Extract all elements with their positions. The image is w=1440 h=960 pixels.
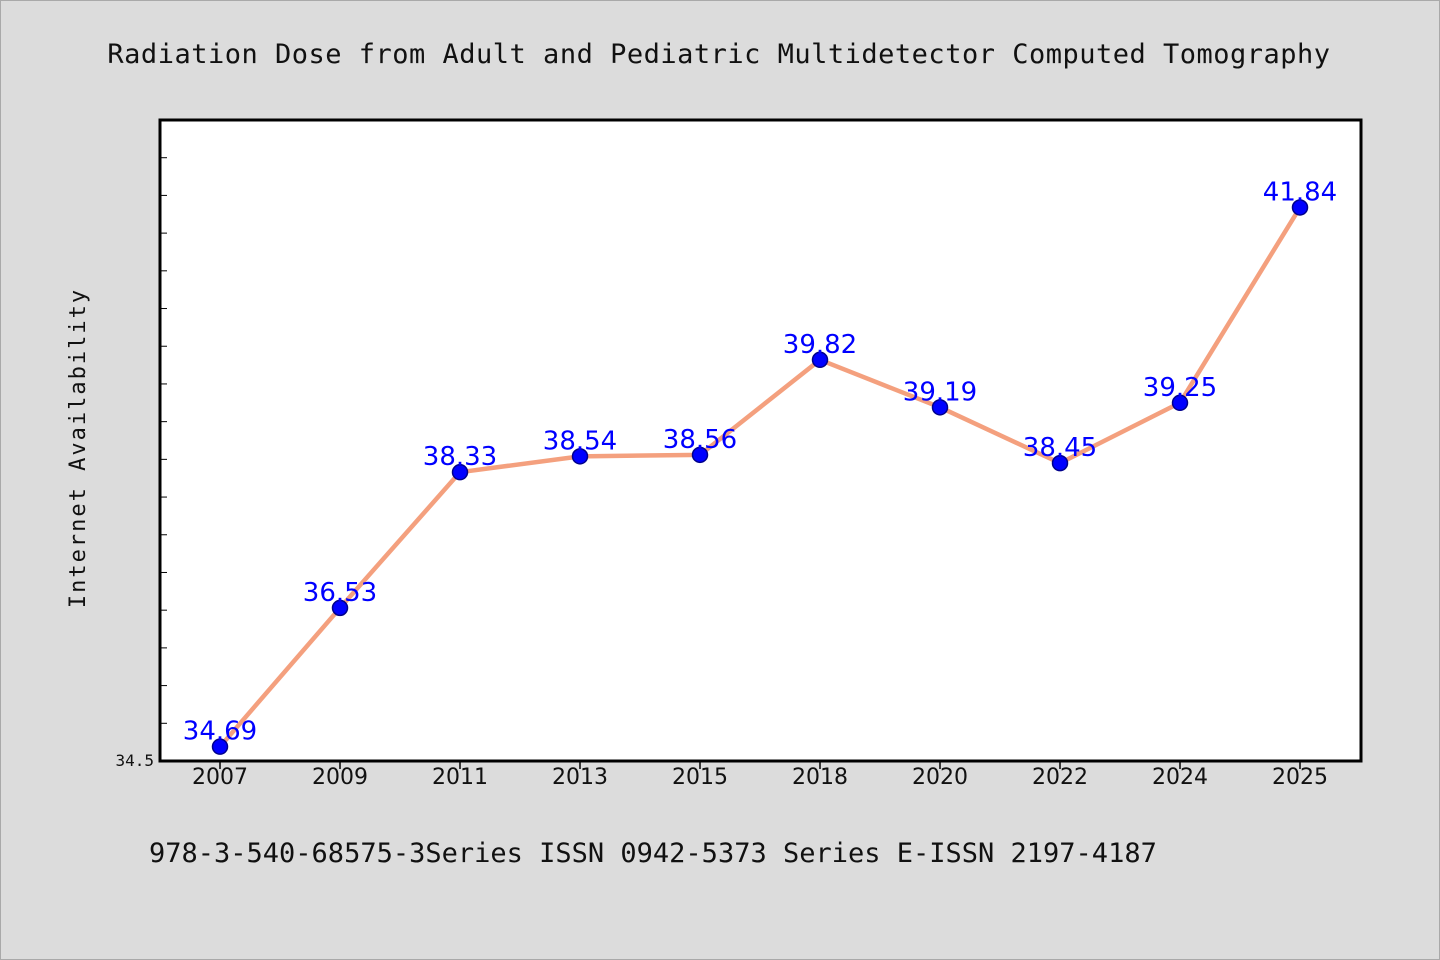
x-tick-label: 2018 xyxy=(792,765,848,790)
data-label: 39.19 xyxy=(903,377,977,407)
footer-isbn-text: 978-3-540-68575-3Series ISSN 0942-5373 S… xyxy=(149,838,1157,869)
data-point xyxy=(211,738,229,755)
data-label: 39.82 xyxy=(783,330,857,360)
y-tick-label: 34.5 xyxy=(115,751,154,770)
plot-area xyxy=(158,118,1363,763)
data-label: 36.53 xyxy=(303,578,377,608)
x-tick-label: 2009 xyxy=(312,765,368,790)
data-label: 38.54 xyxy=(543,426,617,456)
data-label: 38.45 xyxy=(1023,433,1097,463)
x-tick-label: 2024 xyxy=(1152,765,1208,790)
x-tick-label: 2025 xyxy=(1272,765,1328,790)
data-point xyxy=(571,448,589,465)
x-tick-label: 2020 xyxy=(912,765,968,790)
data-label: 41.84 xyxy=(1263,177,1337,207)
series-layer xyxy=(211,199,1309,755)
data-label: 38.56 xyxy=(663,425,737,455)
data-labels: 34.69 36.53 38.33 38.54 38.56 39.82 39.19 38.45… xyxy=(183,177,1337,746)
x-tick-label: 2011 xyxy=(432,765,488,790)
y-axis-label: Internet Availability xyxy=(66,288,91,608)
chart-title: Radiation Dose from Adult and Pediatric … xyxy=(107,39,1330,70)
x-tick-label: 2007 xyxy=(192,765,248,790)
data-point xyxy=(1171,394,1189,412)
data-label: 38.33 xyxy=(423,442,497,472)
series-line xyxy=(217,205,1303,749)
data-point xyxy=(451,463,469,481)
y-axis-ticks: 34.5 xyxy=(115,119,167,770)
data-point xyxy=(811,351,829,369)
data-label: 34.69 xyxy=(183,717,257,747)
x-tick-label: 2015 xyxy=(672,765,728,790)
data-point xyxy=(331,599,349,617)
x-tick-label: 2022 xyxy=(1032,765,1088,790)
data-point xyxy=(1291,199,1309,216)
x-axis-ticks: 2007 2009 2011 2013 2015 2018 2020 2022 2024 2025 xyxy=(192,761,1328,790)
x-tick-label: 2013 xyxy=(552,765,608,790)
data-label: 39.25 xyxy=(1143,373,1217,403)
data-point xyxy=(691,446,709,464)
data-point xyxy=(1051,454,1069,472)
data-point xyxy=(931,399,949,416)
